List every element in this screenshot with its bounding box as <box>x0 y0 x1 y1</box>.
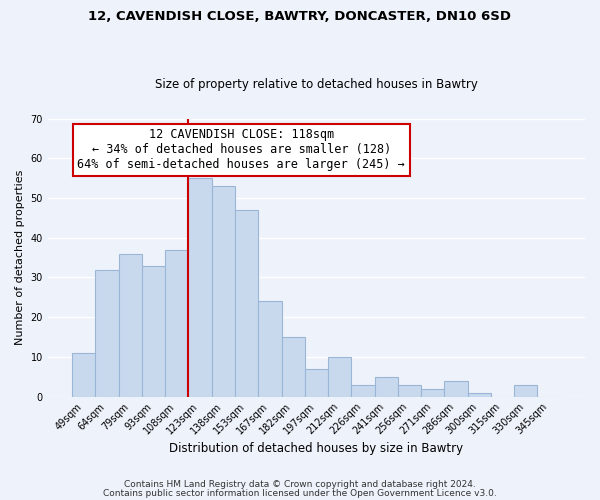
Bar <box>95 270 119 396</box>
Bar <box>258 302 281 396</box>
Bar <box>467 392 491 396</box>
Bar <box>119 254 142 396</box>
Title: Size of property relative to detached houses in Bawtry: Size of property relative to detached ho… <box>155 78 478 91</box>
Bar <box>328 357 351 397</box>
Bar <box>188 178 212 396</box>
Bar <box>212 186 235 396</box>
Text: Contains HM Land Registry data © Crown copyright and database right 2024.: Contains HM Land Registry data © Crown c… <box>124 480 476 489</box>
Bar <box>351 385 374 396</box>
X-axis label: Distribution of detached houses by size in Bawtry: Distribution of detached houses by size … <box>169 442 463 455</box>
Bar <box>374 377 398 396</box>
Bar <box>72 353 95 397</box>
Text: 12 CAVENDISH CLOSE: 118sqm
← 34% of detached houses are smaller (128)
64% of sem: 12 CAVENDISH CLOSE: 118sqm ← 34% of deta… <box>77 128 405 172</box>
Bar <box>398 385 421 396</box>
Bar <box>514 385 538 396</box>
Bar <box>421 388 445 396</box>
Bar <box>235 210 258 396</box>
Bar <box>305 369 328 396</box>
Bar <box>165 250 188 396</box>
Text: 12, CAVENDISH CLOSE, BAWTRY, DONCASTER, DN10 6SD: 12, CAVENDISH CLOSE, BAWTRY, DONCASTER, … <box>89 10 511 23</box>
Text: Contains public sector information licensed under the Open Government Licence v3: Contains public sector information licen… <box>103 489 497 498</box>
Bar <box>142 266 165 396</box>
Y-axis label: Number of detached properties: Number of detached properties <box>15 170 25 346</box>
Bar <box>281 337 305 396</box>
Bar <box>445 381 467 396</box>
